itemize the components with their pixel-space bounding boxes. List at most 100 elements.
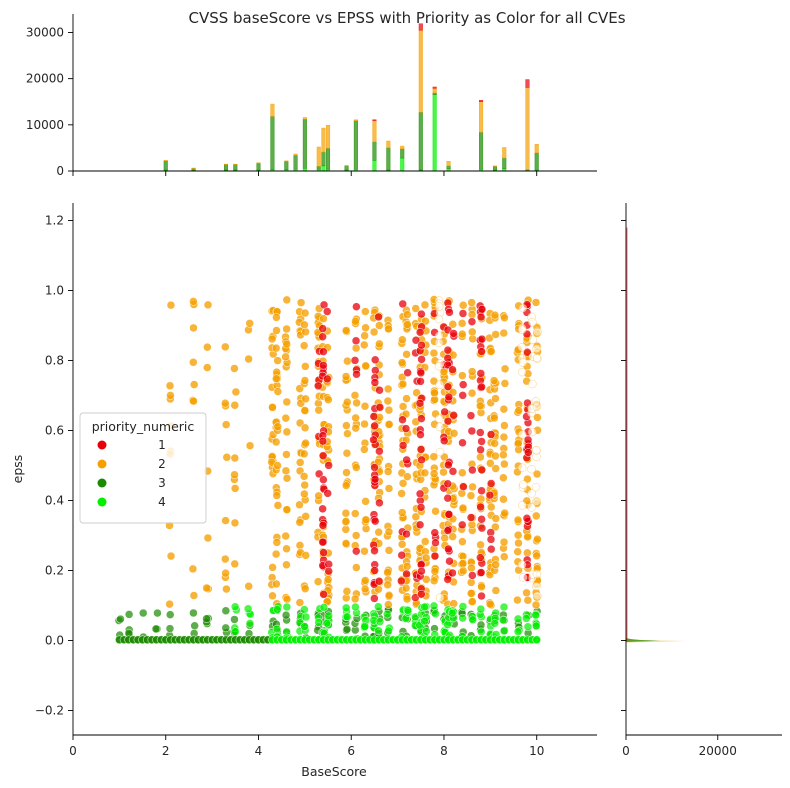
scatter-point xyxy=(384,600,393,609)
scatter-plot-area xyxy=(114,295,542,645)
scatter-point xyxy=(499,537,509,547)
scatter-point xyxy=(273,461,282,470)
scatter-point xyxy=(324,611,333,621)
scatter-point xyxy=(444,460,453,470)
scatter-point xyxy=(528,317,537,327)
scatter-point xyxy=(477,347,486,356)
top-y-tick-label: 30000 xyxy=(26,25,64,39)
scatter-point xyxy=(323,489,332,498)
scatter-point xyxy=(282,544,291,553)
scatter-point xyxy=(429,469,439,478)
scatter-point xyxy=(319,361,328,370)
legend-label: 1 xyxy=(158,438,166,452)
legend-label: 4 xyxy=(158,495,166,509)
scatter-point xyxy=(415,398,425,408)
top-marginal-xticks xyxy=(72,171,538,176)
scatter-point xyxy=(230,518,240,528)
scatter-point xyxy=(458,537,467,546)
scatter-point xyxy=(341,525,351,534)
scatter-point xyxy=(468,482,477,492)
top-histogram-bar xyxy=(270,103,275,117)
top-histogram-bar xyxy=(344,165,349,171)
top-histogram-bar xyxy=(321,165,326,172)
scatter-point xyxy=(458,438,467,448)
scatter-point xyxy=(202,614,211,623)
scatter-point xyxy=(300,423,310,433)
scatter-point xyxy=(375,617,385,626)
top-histogram-bar xyxy=(321,127,326,153)
scatter-point xyxy=(448,320,458,329)
scatter-point xyxy=(165,381,175,390)
scatter-point xyxy=(203,342,212,352)
scatter-point xyxy=(468,571,477,580)
scatter-point xyxy=(350,594,360,604)
scatter-point xyxy=(360,419,369,429)
scatter-point xyxy=(282,505,292,514)
scatter-point xyxy=(458,559,468,568)
scatter-point xyxy=(532,353,542,363)
scatter-point xyxy=(485,599,495,609)
scatter-point xyxy=(272,624,282,634)
top-histogram-bar xyxy=(163,160,168,162)
top-histogram-bar xyxy=(400,157,405,172)
scatter-point xyxy=(350,509,360,518)
scatter-point xyxy=(458,613,467,623)
scatter-point xyxy=(343,429,352,438)
scatter-point xyxy=(527,503,536,512)
top-histogram-bar xyxy=(479,100,484,102)
top-histogram-bar xyxy=(492,166,497,171)
scatter-point xyxy=(351,343,361,353)
top-histogram-bar xyxy=(418,112,423,171)
scatter-point xyxy=(370,516,380,526)
scatter-point xyxy=(434,314,444,324)
scatter-point xyxy=(448,365,457,374)
scatter-point xyxy=(468,615,478,625)
scatter-point xyxy=(444,510,454,519)
scatter-point xyxy=(532,344,541,353)
scatter-point xyxy=(440,533,449,543)
scatter-point xyxy=(245,441,255,450)
scatter-point xyxy=(268,563,277,572)
scatter-point xyxy=(403,472,412,481)
scatter-point xyxy=(499,328,509,338)
scatter-point xyxy=(443,575,452,584)
scatter-point xyxy=(402,569,411,579)
scatter-point xyxy=(300,320,309,330)
scatter-point xyxy=(431,609,440,619)
scatter-point xyxy=(189,591,199,600)
scatter-point xyxy=(443,416,453,426)
scatter-point xyxy=(533,534,542,544)
scatter-point xyxy=(374,577,384,586)
scatter-point xyxy=(522,514,532,523)
top-histogram-bar xyxy=(479,101,484,133)
scatter-point xyxy=(417,340,426,350)
scatter-point xyxy=(319,314,328,323)
scatter-point xyxy=(439,467,448,477)
scatter-point xyxy=(245,619,255,628)
scatter-point xyxy=(272,491,281,500)
scatter-point xyxy=(517,367,527,377)
scatter-point xyxy=(458,380,468,389)
scatter-point xyxy=(351,413,360,423)
scatter-point xyxy=(513,530,523,540)
scatter-point xyxy=(282,397,292,407)
scatter-point xyxy=(500,508,509,518)
scatter-point xyxy=(522,588,531,598)
scatter-point xyxy=(322,618,332,628)
scatter-point xyxy=(467,388,477,398)
scatter-point xyxy=(416,368,426,378)
scatter-point xyxy=(522,614,531,623)
scatter-point xyxy=(421,553,431,563)
scatter-point xyxy=(401,424,411,433)
scatter-point xyxy=(301,551,311,560)
top-histogram-bar xyxy=(386,147,391,171)
scatter-point xyxy=(295,541,305,550)
scatter-point xyxy=(281,352,290,362)
scatter-point xyxy=(300,489,309,499)
scatter-point xyxy=(230,453,240,463)
scatter-point xyxy=(351,423,360,433)
scatter-point xyxy=(301,512,310,521)
scatter-point xyxy=(499,404,509,414)
scatter-point xyxy=(189,608,198,618)
scatter-point xyxy=(189,297,198,306)
